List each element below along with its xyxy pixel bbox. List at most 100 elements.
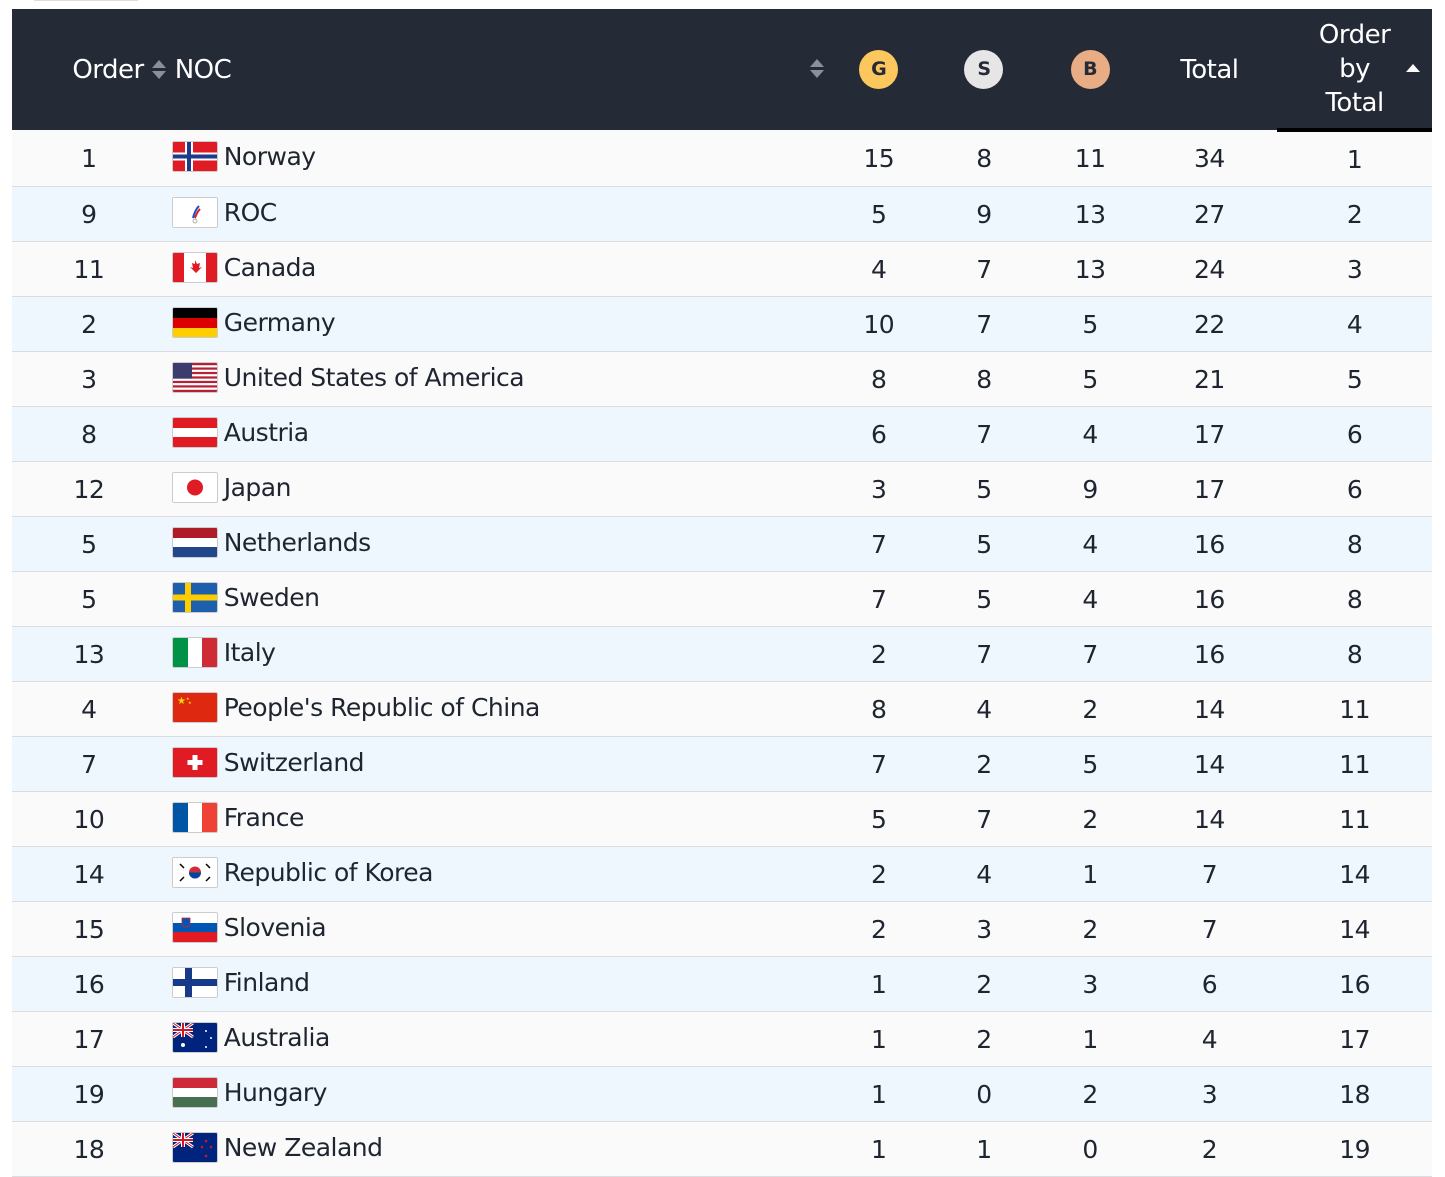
table-row: 1 Norway 15 8 11 34 1 bbox=[12, 130, 1432, 187]
flag-roc-icon bbox=[171, 196, 218, 228]
silver-cell: 2 bbox=[929, 956, 1039, 1012]
gold-cell: 1 bbox=[828, 1121, 930, 1177]
total-cell: 14 bbox=[1141, 681, 1278, 737]
country-name[interactable]: United States of America bbox=[223, 363, 525, 393]
noc-cell: France bbox=[165, 791, 829, 847]
gold-cell: 10 bbox=[828, 296, 930, 352]
flag-ca-icon bbox=[171, 251, 218, 283]
rank-by-total-cell: 8 bbox=[1277, 571, 1432, 627]
country-name[interactable]: Hungary bbox=[223, 1078, 328, 1108]
country-name[interactable]: Switzerland bbox=[223, 748, 365, 778]
flag-cn-icon: ★ ★ ★ bbox=[171, 691, 218, 723]
gold-cell: 1 bbox=[828, 956, 930, 1012]
gold-cell: 7 bbox=[828, 516, 930, 572]
svg-text:★: ★ bbox=[186, 696, 190, 701]
flag-no-icon bbox=[171, 140, 218, 172]
country-name[interactable]: Germany bbox=[223, 308, 336, 338]
country-name[interactable]: Japan bbox=[223, 473, 292, 503]
table-row: 14 Republic of Korea 2 4 1 7 14 bbox=[12, 846, 1432, 902]
country-name[interactable]: Sweden bbox=[223, 583, 320, 613]
rank-by-total-cell: 18 bbox=[1277, 1066, 1432, 1122]
country-name[interactable]: ROC bbox=[223, 198, 278, 228]
noc-cell: Canada bbox=[165, 241, 829, 297]
order-header[interactable]: Order bbox=[12, 9, 166, 130]
bronze-cell: 4 bbox=[1038, 571, 1142, 627]
table-row: 12 Japan 3 5 9 17 6 bbox=[12, 461, 1432, 517]
noc-cell: Australia bbox=[165, 1011, 829, 1067]
country-name[interactable]: Australia bbox=[223, 1023, 331, 1053]
bronze-cell: 9 bbox=[1038, 461, 1142, 517]
total-cell: 14 bbox=[1141, 736, 1278, 792]
total-cell: 7 bbox=[1141, 846, 1278, 902]
flag-hu-icon bbox=[171, 1076, 218, 1108]
country-name[interactable]: Republic of Korea bbox=[223, 858, 434, 888]
gold-cell: 8 bbox=[828, 681, 930, 737]
country-name[interactable]: People's Republic of China bbox=[223, 693, 541, 723]
bronze-cell: 4 bbox=[1038, 516, 1142, 572]
sort-icon[interactable] bbox=[810, 58, 825, 80]
order-cell: 18 bbox=[12, 1121, 166, 1177]
bronze-cell: 2 bbox=[1038, 681, 1142, 737]
gold-cell: 7 bbox=[828, 736, 930, 792]
noc-header[interactable]: NOC bbox=[165, 9, 829, 130]
bronze-cell: 5 bbox=[1038, 736, 1142, 792]
total-cell: 17 bbox=[1141, 461, 1278, 517]
country-name[interactable]: Canada bbox=[223, 253, 317, 283]
country-name[interactable]: Slovenia bbox=[223, 913, 327, 943]
order-by-total-header[interactable]: Order by Total bbox=[1277, 9, 1432, 132]
gold-cell: 15 bbox=[828, 130, 930, 187]
svg-text:★: ★ bbox=[177, 696, 186, 707]
rank-by-total-cell: 5 bbox=[1277, 351, 1432, 407]
silver-header[interactable]: S bbox=[929, 9, 1039, 130]
bronze-header[interactable]: B bbox=[1038, 9, 1142, 130]
total-cell: 2 bbox=[1141, 1121, 1278, 1177]
order-cell: 17 bbox=[12, 1011, 166, 1067]
order-cell: 12 bbox=[12, 461, 166, 517]
svg-text:★: ★ bbox=[188, 700, 192, 705]
gold-cell: 2 bbox=[828, 901, 930, 957]
total-cell: 21 bbox=[1141, 351, 1278, 407]
gold-cell: 1 bbox=[828, 1011, 930, 1067]
country-name[interactable]: Italy bbox=[223, 638, 276, 668]
country-name[interactable]: Austria bbox=[223, 418, 309, 448]
table-row: 7 Switzerland 7 2 5 14 11 bbox=[12, 736, 1432, 792]
country-name[interactable]: Netherlands bbox=[223, 528, 371, 558]
silver-cell: 1 bbox=[929, 1121, 1039, 1177]
order-cell: 9 bbox=[12, 186, 166, 242]
noc-cell: New Zealand bbox=[165, 1121, 829, 1177]
rank-by-total-cell: 3 bbox=[1277, 241, 1432, 297]
gold-cell: 4 bbox=[828, 241, 930, 297]
total-cell: 14 bbox=[1141, 791, 1278, 847]
total-cell: 7 bbox=[1141, 901, 1278, 957]
silver-cell: 7 bbox=[929, 791, 1039, 847]
country-name[interactable]: Norway bbox=[223, 142, 316, 172]
flag-nz-icon bbox=[171, 1131, 218, 1163]
flag-at-icon bbox=[171, 416, 218, 448]
country-name[interactable]: France bbox=[223, 803, 305, 833]
total-cell: 22 bbox=[1141, 296, 1278, 352]
table-row: 17 Australia 1 2 1 4 17 bbox=[12, 1011, 1432, 1067]
flag-nl-icon bbox=[171, 526, 218, 558]
flag-it-icon bbox=[171, 636, 218, 668]
bronze-cell: 4 bbox=[1038, 406, 1142, 462]
silver-medal-icon: S bbox=[964, 50, 1004, 89]
total-header[interactable]: Total bbox=[1141, 9, 1278, 130]
order-cell: 5 bbox=[12, 516, 166, 572]
total-cell: 3 bbox=[1141, 1066, 1278, 1122]
bronze-medal-icon: B bbox=[1070, 50, 1110, 89]
country-name[interactable]: Finland bbox=[223, 968, 310, 998]
country-name[interactable]: New Zealand bbox=[223, 1133, 383, 1163]
total-cell: 16 bbox=[1141, 626, 1278, 682]
rank-by-total-cell: 14 bbox=[1277, 901, 1432, 957]
table-row: 5 Sweden 7 5 4 16 8 bbox=[12, 571, 1432, 627]
flag-fi-icon bbox=[171, 966, 218, 998]
noc-cell: Norway bbox=[165, 130, 829, 187]
order-cell: 13 bbox=[12, 626, 166, 682]
sort-ascending-icon[interactable] bbox=[1406, 64, 1420, 72]
total-cell: 17 bbox=[1141, 406, 1278, 462]
silver-cell: 5 bbox=[929, 516, 1039, 572]
sort-icon[interactable] bbox=[151, 59, 166, 81]
order-cell: 11 bbox=[12, 241, 166, 297]
top-edge bbox=[34, 0, 138, 1]
gold-header[interactable]: G bbox=[828, 9, 930, 130]
